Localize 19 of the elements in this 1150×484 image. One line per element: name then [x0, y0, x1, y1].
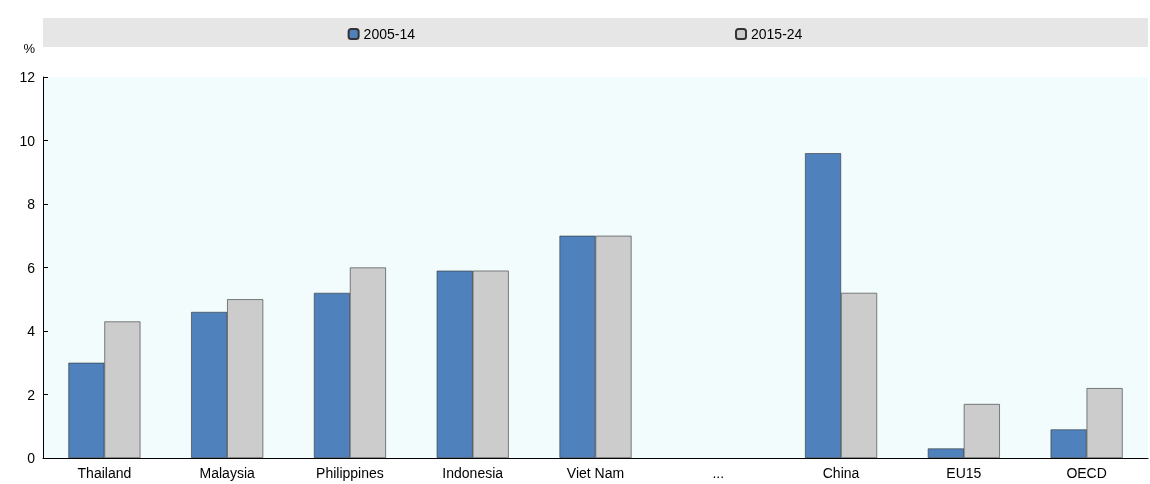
y-tick-label: 12 [19, 69, 36, 85]
y-tick-label: 0 [27, 450, 36, 466]
y-tick-label: 2 [27, 386, 36, 403]
x-tick-label: OECD [1066, 465, 1107, 481]
x-tick-label: China [822, 465, 860, 481]
y-tick-label: 10 [19, 132, 36, 149]
legend-label: 2015-24 [751, 26, 803, 42]
x-tick-label: Philippines [316, 465, 384, 481]
y-tick-label: 6 [27, 259, 36, 276]
y-tick-label: 4 [27, 323, 36, 339]
x-tick-label: EU15 [946, 465, 982, 481]
x-tick-label: Thailand [77, 465, 132, 481]
x-tick-label: Malaysia [199, 465, 255, 481]
x-tick-label: ... [712, 465, 725, 481]
y-axis-title: % [23, 41, 36, 56]
legend-label: 2005-14 [363, 26, 416, 42]
x-tick-label: Viet Nam [566, 465, 625, 481]
y-tick-label: 8 [27, 196, 36, 212]
x-tick-label: Indonesia [442, 465, 504, 481]
